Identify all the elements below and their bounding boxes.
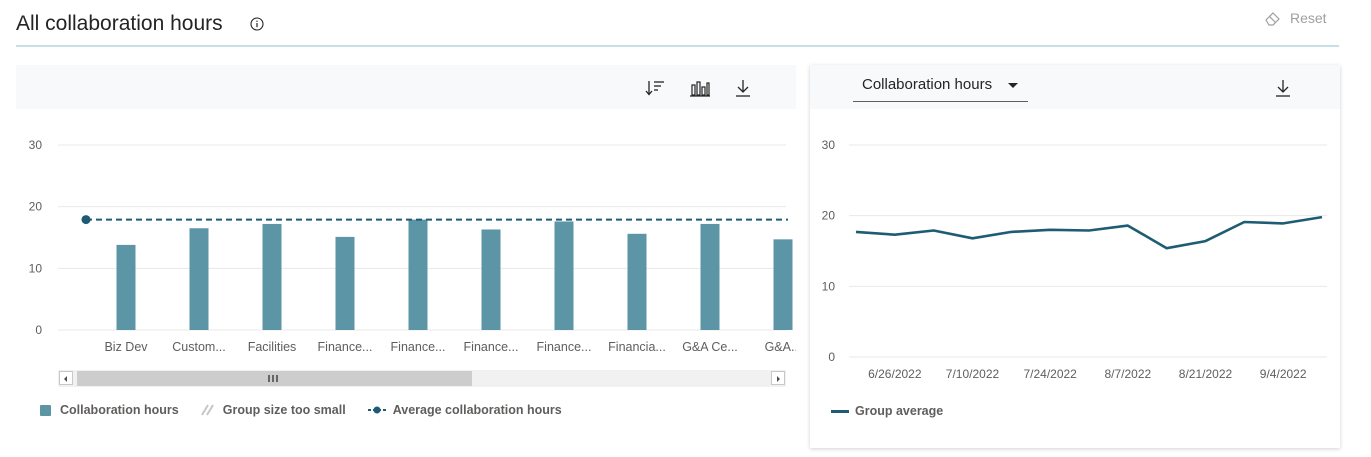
x-tick-label: 7/24/2022 bbox=[1023, 367, 1077, 381]
bar bbox=[335, 236, 355, 330]
x-tick-label: Finance... bbox=[464, 340, 519, 354]
line-chart-legend: Group average bbox=[831, 404, 965, 418]
x-tick-label: 6/26/2022 bbox=[868, 367, 922, 381]
download-icon[interactable] bbox=[1272, 77, 1294, 99]
y-tick-label: 20 bbox=[29, 200, 43, 214]
reset-button[interactable]: Reset bbox=[1264, 10, 1327, 26]
x-tick-label: Biz Dev bbox=[104, 340, 148, 354]
eraser-icon bbox=[1265, 12, 1280, 26]
chevron-down-icon bbox=[1008, 83, 1018, 88]
legend-item-group-size-too-small[interactable]: Group size too small bbox=[200, 403, 346, 417]
bar bbox=[554, 221, 574, 330]
series-line-group-average bbox=[855, 215, 1323, 250]
bar bbox=[189, 228, 209, 330]
scroll-right-button[interactable] bbox=[771, 371, 785, 385]
average-marker bbox=[81, 215, 91, 225]
y-tick-label: 0 bbox=[828, 350, 835, 364]
page-title: All collaboration hours bbox=[16, 12, 223, 35]
x-tick-label: G&A... bbox=[765, 340, 796, 354]
y-tick-label: 30 bbox=[29, 138, 43, 152]
bar bbox=[408, 219, 428, 330]
bar-chart: 0 10 20 30 Biz Dev Custom... Facilities Finance… bbox=[29, 138, 796, 354]
download-icon[interactable] bbox=[732, 77, 754, 99]
x-tick-label: Financia... bbox=[608, 340, 666, 354]
bar bbox=[481, 229, 501, 330]
hatch-swatch-icon bbox=[200, 404, 214, 416]
info-icon[interactable] bbox=[250, 17, 264, 31]
bar-chart-legend: Collaboration hours Group size too small… bbox=[40, 403, 584, 417]
x-tick-label: Finance... bbox=[318, 340, 373, 354]
sort-icon[interactable] bbox=[644, 77, 666, 99]
scroll-left-button[interactable] bbox=[59, 371, 73, 385]
y-tick-label: 30 bbox=[822, 138, 836, 152]
bar-chart-toolbar bbox=[16, 65, 796, 109]
horizontal-scrollbar[interactable] bbox=[58, 370, 786, 387]
bar-chart-panel: 0 10 20 30 Biz Dev Custom... Facilities Finance… bbox=[16, 65, 796, 445]
x-tick-label: 9/4/2022 bbox=[1260, 367, 1307, 381]
y-tick-label: 0 bbox=[35, 323, 42, 337]
y-tick-label: 10 bbox=[29, 261, 43, 275]
x-tick-label: Finance... bbox=[537, 340, 592, 354]
legend-item-average-collaboration-hours[interactable]: Average collaboration hours bbox=[367, 403, 562, 417]
bar bbox=[116, 244, 136, 330]
line-swatch bbox=[831, 409, 849, 413]
bar bbox=[700, 223, 720, 330]
x-tick-label: Custom... bbox=[172, 340, 226, 354]
bar bbox=[773, 239, 793, 330]
bar bbox=[627, 233, 647, 330]
bar-chart-icon[interactable] bbox=[689, 77, 711, 99]
line-chart-toolbar: Collaboration hours bbox=[810, 65, 1340, 109]
line-chart-card: Collaboration hours 0 10 20 30 6/26/2022 7/10… bbox=[810, 65, 1340, 448]
x-tick-label: Finance... bbox=[391, 340, 446, 354]
x-tick-label: 8/21/2022 bbox=[1179, 367, 1233, 381]
x-tick-label: Facilities bbox=[248, 340, 297, 354]
reset-label: Reset bbox=[1290, 10, 1327, 26]
x-tick-label: 8/7/2022 bbox=[1104, 367, 1151, 381]
dashed-line-swatch-icon bbox=[367, 406, 386, 414]
y-tick-label: 10 bbox=[822, 279, 836, 293]
metric-dropdown[interactable]: Collaboration hours bbox=[853, 73, 1028, 102]
bar bbox=[262, 223, 282, 330]
scroll-thumb[interactable] bbox=[77, 371, 472, 386]
metric-dropdown-value: Collaboration hours bbox=[862, 76, 993, 93]
legend-item-group-average[interactable]: Group average bbox=[831, 404, 943, 418]
y-tick-label: 20 bbox=[822, 209, 836, 223]
title-divider bbox=[16, 45, 1339, 47]
x-tick-label: 7/10/2022 bbox=[946, 367, 1000, 381]
legend-item-collaboration-hours[interactable]: Collaboration hours bbox=[40, 403, 179, 417]
line-chart: 0 10 20 30 6/26/2022 7/10/2022 7/24/2022 8/7/20… bbox=[822, 138, 1327, 381]
legend-swatch bbox=[40, 404, 51, 416]
x-tick-label: G&A Ce... bbox=[682, 340, 738, 354]
